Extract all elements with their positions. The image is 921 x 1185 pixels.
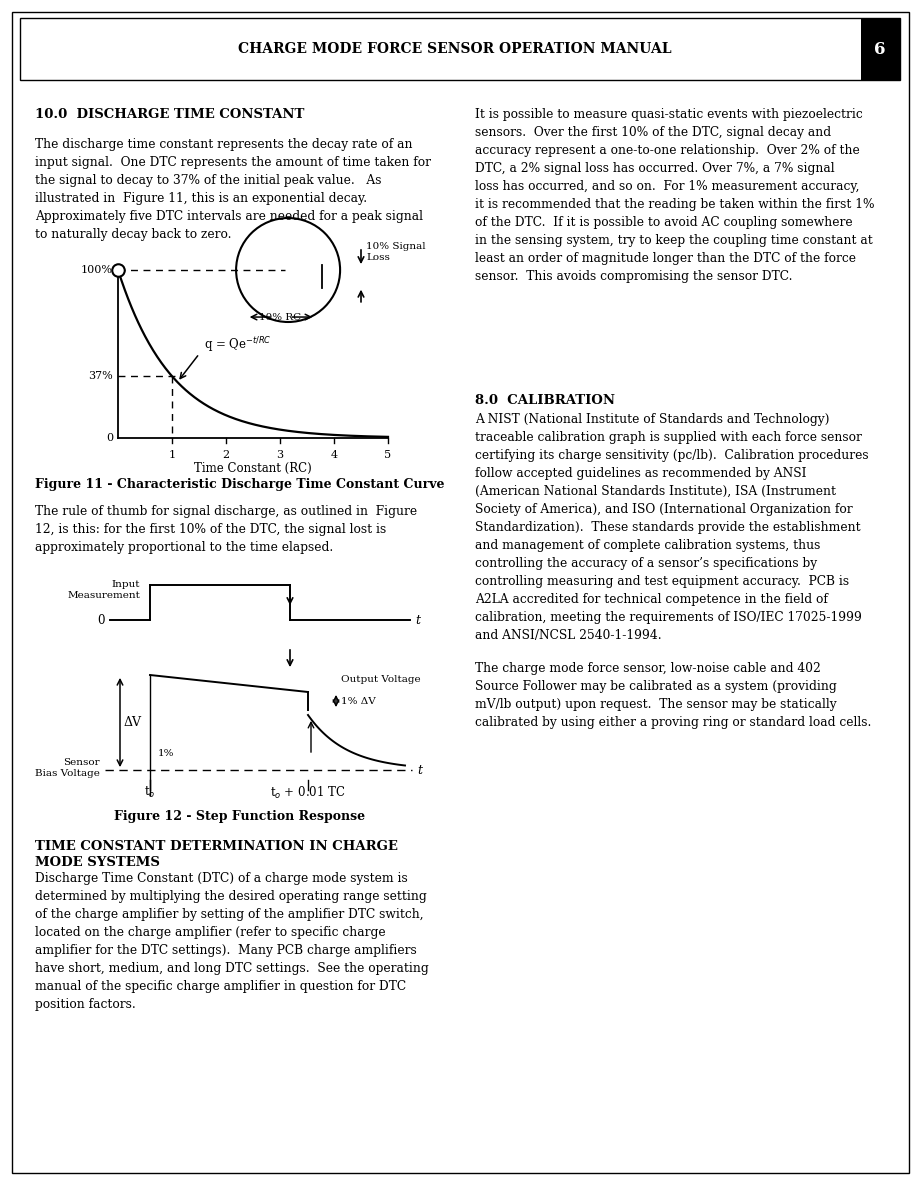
Text: Output Voltage: Output Voltage [341,675,421,684]
Text: It is possible to measure quasi-static events with piezoelectric
sensors.  Over : It is possible to measure quasi-static e… [475,108,875,283]
Text: MODE SYSTEMS: MODE SYSTEMS [35,856,160,869]
Text: 6: 6 [874,40,886,58]
Text: 1%: 1% [158,749,174,758]
Text: The rule of thumb for signal discharge, as outlined in  Figure
12, is this: for : The rule of thumb for signal discharge, … [35,505,417,555]
Text: t: t [415,614,420,627]
Text: 5: 5 [384,450,391,460]
Text: The charge mode force sensor, low-noise cable and 402
Source Follower may be cal: The charge mode force sensor, low-noise … [475,662,871,729]
Text: 2: 2 [223,450,229,460]
Text: t$_o$: t$_o$ [145,784,156,800]
Bar [20,18,900,81]
Text: 0: 0 [98,614,105,627]
Text: q = Qe$^{-t/RC}$: q = Qe$^{-t/RC}$ [204,335,272,356]
Text: 37%: 37% [88,371,113,380]
Text: 4: 4 [331,450,338,460]
Text: Time Constant (RC): Time Constant (RC) [194,462,312,475]
Text: The discharge time constant represents the decay rate of an
input signal.  One D: The discharge time constant represents t… [35,137,431,241]
Text: A NIST (National Institute of Standards and Technology)
traceable calibration gr: A NIST (National Institute of Standards … [475,414,869,642]
Text: 1: 1 [169,450,176,460]
Text: Discharge Time Constant (DTC) of a charge mode system is
determined by multiplyi: Discharge Time Constant (DTC) of a charg… [35,872,429,1011]
Text: 10.0  DISCHARGE TIME CONSTANT: 10.0 DISCHARGE TIME CONSTANT [35,108,304,121]
Text: 100%: 100% [81,265,113,275]
Text: 10% Signal
Loss: 10% Signal Loss [366,242,426,262]
Text: t$_o$ + 0.01 TC: t$_o$ + 0.01 TC [270,784,345,801]
Text: ΔV: ΔV [124,716,142,729]
Text: 8.0  CALIBRATION: 8.0 CALIBRATION [475,393,615,406]
Text: Sensor
Bias Voltage: Sensor Bias Voltage [35,758,100,779]
Text: 0: 0 [106,433,113,443]
Bar [861,18,900,81]
Text: TIME CONSTANT DETERMINATION IN CHARGE: TIME CONSTANT DETERMINATION IN CHARGE [35,840,398,853]
Text: Input
Measurement: Input Measurement [67,579,140,600]
Text: CHARGE MODE FORCE SENSOR OPERATION MANUAL: CHARGE MODE FORCE SENSOR OPERATION MANUA… [239,41,671,56]
Text: Figure 11 - Characteristic Discharge Time Constant Curve: Figure 11 - Characteristic Discharge Tim… [35,478,445,491]
Text: Figure 12 - Step Function Response: Figure 12 - Step Function Response [114,811,366,824]
Text: t: t [417,763,422,776]
Text: 1% ΔV: 1% ΔV [341,697,376,705]
Text: 10% RC: 10% RC [259,313,301,321]
Text: 3: 3 [276,450,284,460]
